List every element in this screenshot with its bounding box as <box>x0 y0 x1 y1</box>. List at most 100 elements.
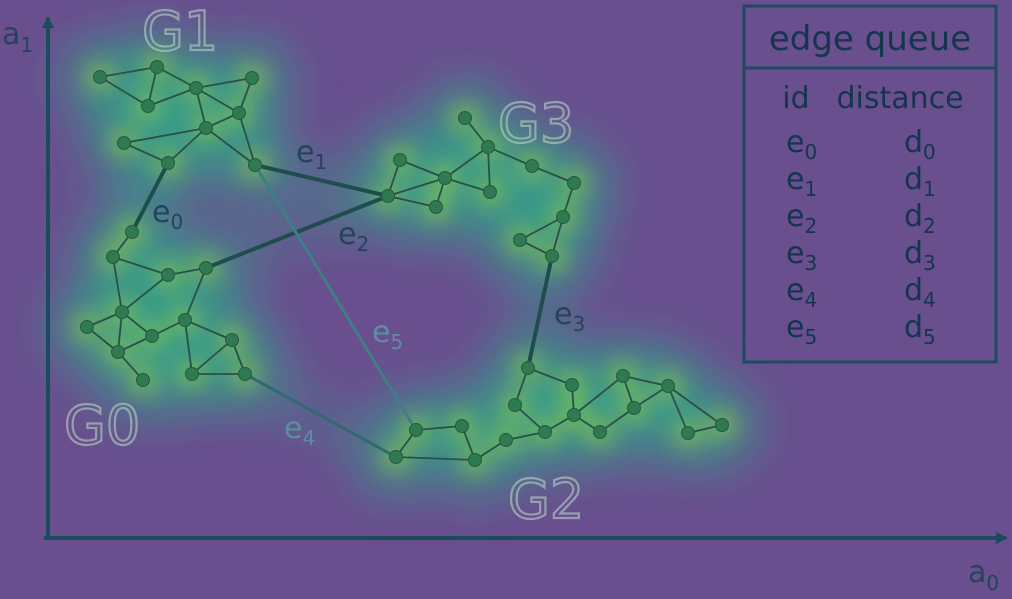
cluster-link <box>147 87 197 107</box>
edge-label-e2: e2 <box>338 217 369 256</box>
graph-node <box>393 153 407 167</box>
graph-node <box>508 398 522 412</box>
cluster-link <box>667 385 689 434</box>
graph-node <box>681 426 695 440</box>
graph-node <box>145 329 159 343</box>
graph-node <box>438 171 452 185</box>
graph-node <box>483 185 497 199</box>
edge-queue-id-cell: e1 <box>786 162 817 201</box>
graph-nodes <box>80 60 729 467</box>
graph-node <box>185 367 199 381</box>
graph-node <box>141 99 155 113</box>
graph-node <box>455 419 469 433</box>
graph-node <box>189 81 203 95</box>
x-axis-label: a0 <box>968 555 999 595</box>
edge-queue-id-cell: e3 <box>786 236 817 275</box>
cluster-link <box>531 165 575 184</box>
cluster-label-g2: G2 <box>508 468 584 531</box>
graph-node <box>80 320 94 334</box>
cluster-label-g1: G1 <box>142 0 218 63</box>
graph-node <box>117 136 131 150</box>
edge-queue-distance-cell: d4 <box>904 273 936 312</box>
graph-node <box>111 345 125 359</box>
graph-node <box>565 378 579 392</box>
cluster-link <box>395 456 476 461</box>
cluster-link <box>622 375 669 387</box>
cluster-link <box>519 216 564 241</box>
edge-e5-line <box>253 164 418 431</box>
cluster-link <box>444 146 489 179</box>
cluster-link <box>205 127 256 166</box>
edge-queue-distance-cell: d5 <box>904 310 936 349</box>
edge-queue-id-cell: e2 <box>786 199 817 238</box>
edge-queue-rows: e0 d0 e1 d1 e2 d2 e3 d3 e4 d4 e5 d5 <box>786 125 936 349</box>
graph-node <box>248 158 262 172</box>
edge-queue-title: edge queue <box>769 19 971 59</box>
cluster-link <box>191 339 233 375</box>
graph-node <box>499 433 513 447</box>
graph-node <box>525 159 539 173</box>
cluster-link <box>123 127 207 144</box>
edge-labels: e0 e1 e2 e3 e4 e5 <box>152 135 585 450</box>
edge-e1-line <box>254 163 389 198</box>
graph-node <box>468 453 482 467</box>
graph-node <box>429 200 443 214</box>
edge-queue-id-cell: e5 <box>786 310 817 349</box>
cluster-link <box>121 274 169 313</box>
cluster-link <box>238 112 256 166</box>
graph-node <box>199 261 213 275</box>
cluster-link <box>195 87 240 114</box>
graph-node <box>389 450 403 464</box>
graph-node <box>513 233 527 247</box>
graph-node <box>136 373 150 387</box>
graph-node <box>161 156 175 170</box>
graph-node <box>458 111 472 125</box>
edge-label-e1: e1 <box>296 135 327 174</box>
graph-node <box>150 60 164 74</box>
edge-queue-col-distance: distance <box>836 81 963 116</box>
axes: a1 a0 <box>2 16 1008 595</box>
edge-queue-id-cell: e4 <box>786 273 817 312</box>
edge-label-e0: e0 <box>152 195 183 234</box>
inter-cluster-edges <box>130 162 554 459</box>
cluster-link <box>112 256 169 276</box>
edge-e0-line <box>130 162 170 233</box>
graph-node <box>567 176 581 190</box>
graph-node <box>125 225 139 239</box>
cluster-link <box>184 319 193 375</box>
cluster-link <box>387 195 437 208</box>
graph-node <box>161 268 175 282</box>
cluster-link <box>167 127 207 164</box>
graph-node <box>245 71 259 85</box>
graph-node <box>106 250 120 264</box>
cluster-link <box>444 177 491 193</box>
edge-queue-id-cell: e0 <box>786 125 817 164</box>
cluster-link <box>112 256 123 313</box>
graph-node <box>567 408 581 422</box>
graph-node <box>538 425 552 439</box>
graph-node <box>199 121 213 135</box>
cluster-labels: G1 G3 G0 G2 <box>63 0 585 532</box>
graph-node <box>93 70 107 84</box>
cluster-link <box>415 425 463 431</box>
graph-node <box>225 333 239 347</box>
cluster-link <box>573 375 624 416</box>
cluster-link <box>184 319 233 341</box>
edge-queue-col-id: id <box>782 81 809 116</box>
cluster-link <box>487 146 491 193</box>
graph-node <box>661 379 675 393</box>
cluster-link <box>99 66 158 78</box>
cluster-link <box>123 142 169 164</box>
graph-node <box>115 305 129 319</box>
edge-e3-line <box>526 255 554 369</box>
graph-node <box>409 423 423 437</box>
cluster-link <box>184 267 207 321</box>
cluster-link <box>667 385 723 426</box>
cluster-link <box>156 66 197 89</box>
y-axis-label: a1 <box>2 17 33 57</box>
cluster-label-g0: G0 <box>64 394 140 457</box>
cluster-link <box>195 77 253 89</box>
